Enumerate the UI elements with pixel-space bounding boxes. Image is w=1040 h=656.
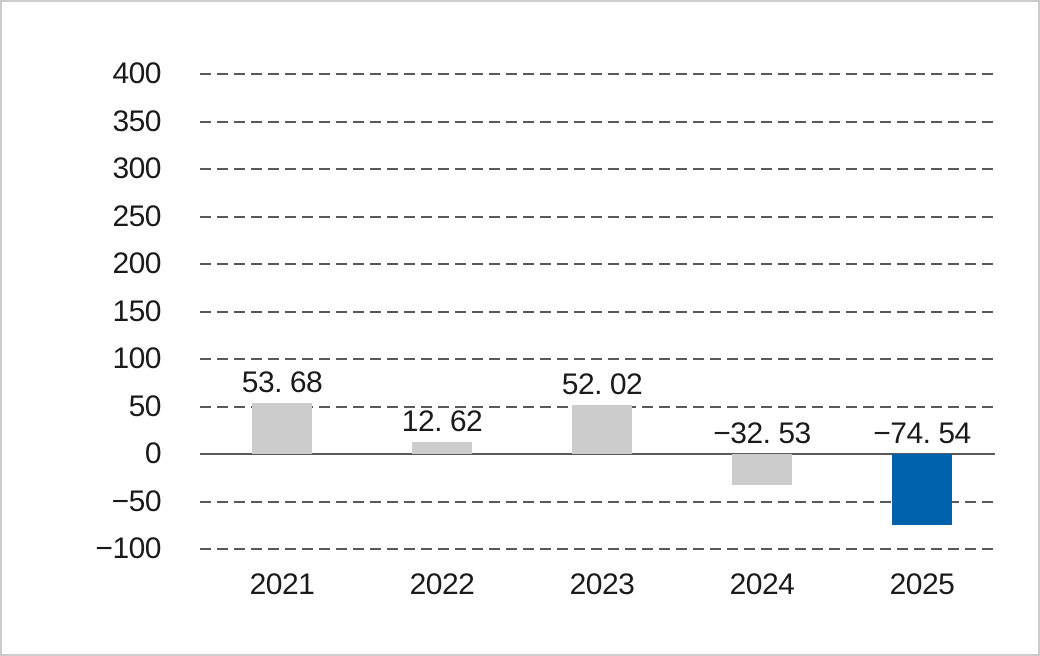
- xtick-label-2023: 2023: [569, 568, 635, 601]
- ytick-label-0: 0: [144, 437, 162, 470]
- bar-2023: [572, 404, 632, 454]
- xtick-label-2025: 2025: [889, 568, 955, 601]
- bar-2021: [252, 403, 312, 454]
- x-axis-line: [200, 453, 995, 455]
- ytick-label-150: 150: [112, 294, 161, 328]
- ytick-label-100: 100: [112, 342, 161, 375]
- gridline--50: [200, 500, 995, 503]
- ytick-label-300: 300: [112, 152, 161, 185]
- ytick-label-350: 350: [112, 104, 161, 138]
- ytick-label-250: 250: [112, 199, 161, 233]
- ytick-label-200: 200: [112, 247, 161, 280]
- ytick-label--50: −50: [111, 484, 162, 518]
- gridline-200: [200, 263, 995, 265]
- value-label-2025: −74. 54: [873, 417, 971, 450]
- gridline--100: [200, 548, 995, 550]
- value-label-2024: −32. 53: [713, 417, 811, 450]
- gridline-250: [200, 215, 995, 218]
- value-label-2022: 12. 62: [401, 405, 483, 438]
- gridline-400: [200, 73, 995, 75]
- ytick-label-50: 50: [128, 389, 162, 423]
- bar-2025: [892, 454, 952, 525]
- ytick-label--100: −100: [95, 532, 161, 565]
- gridline-100: [200, 358, 995, 360]
- bar-2022: [412, 442, 472, 454]
- ytick-label-400: 400: [112, 57, 161, 90]
- gridline-350: [200, 120, 995, 123]
- gridline-150: [200, 310, 995, 313]
- value-label-2021: 53. 68: [241, 366, 323, 399]
- xtick-label-2024: 2024: [729, 568, 795, 601]
- bar-2024: [732, 454, 792, 485]
- value-label-2023: 52. 02: [561, 367, 643, 401]
- xtick-label-2021: 2021: [249, 568, 315, 601]
- gridline-300: [200, 168, 995, 170]
- xtick-label-2022: 2022: [409, 568, 475, 601]
